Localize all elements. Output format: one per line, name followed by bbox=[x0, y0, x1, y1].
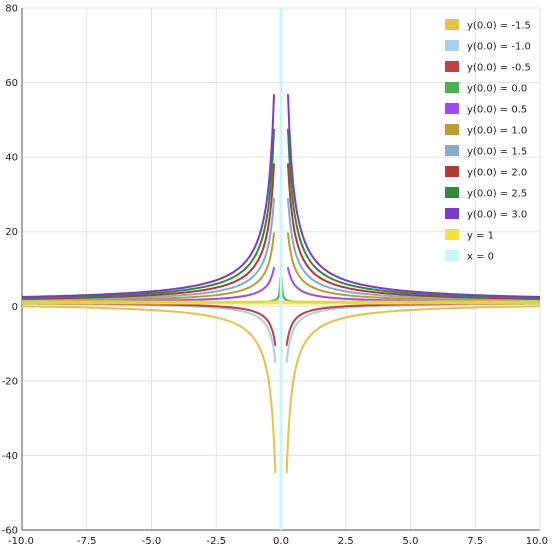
legend-swatch bbox=[445, 40, 459, 51]
legend-label: y(0.0) = 0.0 bbox=[467, 84, 527, 95]
series-line-y-0-0-1-0 bbox=[287, 232, 540, 302]
legend-label: y = 1 bbox=[467, 231, 494, 242]
legend-label: y(0.0) = 3.0 bbox=[467, 210, 527, 221]
y-tick-label: 0 bbox=[12, 302, 18, 313]
legend-label: y(0.0) = 0.5 bbox=[467, 105, 527, 116]
x-tick-label: 5.0 bbox=[403, 536, 419, 547]
y-tick-label: 20 bbox=[5, 227, 18, 238]
series-line-y-0-0-2-0 bbox=[287, 163, 540, 300]
tick-labels: -10.0 -7.5 -5.0 -2.5 0.0 2.5 5.0 7.5 10.0 -60 -40 -… bbox=[2, 4, 548, 548]
legend-swatch bbox=[445, 208, 459, 219]
series-line-y-0-0-2-5 bbox=[287, 128, 540, 299]
legend-label: y(0.0) = 2.5 bbox=[467, 189, 527, 200]
legend-swatch bbox=[445, 61, 459, 72]
legend-swatch bbox=[445, 82, 459, 93]
legend-swatch bbox=[445, 103, 459, 114]
legend-label: y(0.0) = -0.5 bbox=[467, 63, 531, 74]
legend-swatch bbox=[445, 187, 459, 198]
y-tick-label: 60 bbox=[5, 78, 18, 89]
series-line-y-0-0-3-0 bbox=[22, 94, 275, 298]
x-tick-label: -7.5 bbox=[77, 536, 97, 547]
series-line-y-0-0-2-5 bbox=[22, 128, 275, 299]
y-tick-label: -60 bbox=[2, 526, 18, 537]
legend-label: y(0.0) = -1.5 bbox=[467, 21, 531, 32]
series-line-y-0-0-1-5 bbox=[22, 197, 275, 301]
y-tick-label: -20 bbox=[2, 376, 18, 387]
series-line-y-0-0-3-0 bbox=[287, 94, 540, 298]
series-line-y-0-0-2-0 bbox=[22, 163, 275, 300]
series-layer bbox=[22, 8, 540, 530]
legend-swatch bbox=[445, 250, 459, 261]
y-tick-label: -40 bbox=[2, 451, 18, 462]
x-tick-label: 7.5 bbox=[467, 536, 483, 547]
legend-swatch bbox=[445, 19, 459, 30]
x-tick-label: -2.5 bbox=[206, 536, 226, 547]
legend-label: y(0.0) = 1.5 bbox=[467, 147, 527, 158]
legend-label: y(0.0) = 1.0 bbox=[467, 126, 527, 137]
x-tick-label: 2.5 bbox=[338, 536, 354, 547]
x-tick-label: 0.0 bbox=[273, 536, 289, 547]
y-tick-label: 40 bbox=[5, 153, 18, 164]
series-line-y-0-0-1-0 bbox=[22, 232, 275, 302]
series-line-y-0-0-1-5 bbox=[287, 197, 540, 301]
legend: y(0.0) = -1.5 y(0.0) = -1.0 y(0.0) = -0.5 y… bbox=[445, 19, 531, 263]
legend-swatch bbox=[445, 124, 459, 135]
legend-swatch bbox=[445, 166, 459, 177]
series-line-y-0-0-1-5 bbox=[22, 305, 277, 474]
x-tick-label: -10.0 bbox=[8, 536, 34, 547]
legend-label: y(0.0) = -1.0 bbox=[467, 42, 531, 53]
y-tick-label: 80 bbox=[5, 4, 18, 15]
legend-label: x = 0 bbox=[467, 252, 494, 263]
legend-swatch bbox=[445, 229, 459, 240]
x-tick-label: 10.0 bbox=[526, 536, 548, 547]
x-tick-label: -5.0 bbox=[142, 536, 162, 547]
series-line-y-0-0-1-5 bbox=[285, 305, 540, 474]
legend-swatch bbox=[445, 145, 459, 156]
legend-label: y(0.0) = 2.0 bbox=[467, 168, 527, 179]
